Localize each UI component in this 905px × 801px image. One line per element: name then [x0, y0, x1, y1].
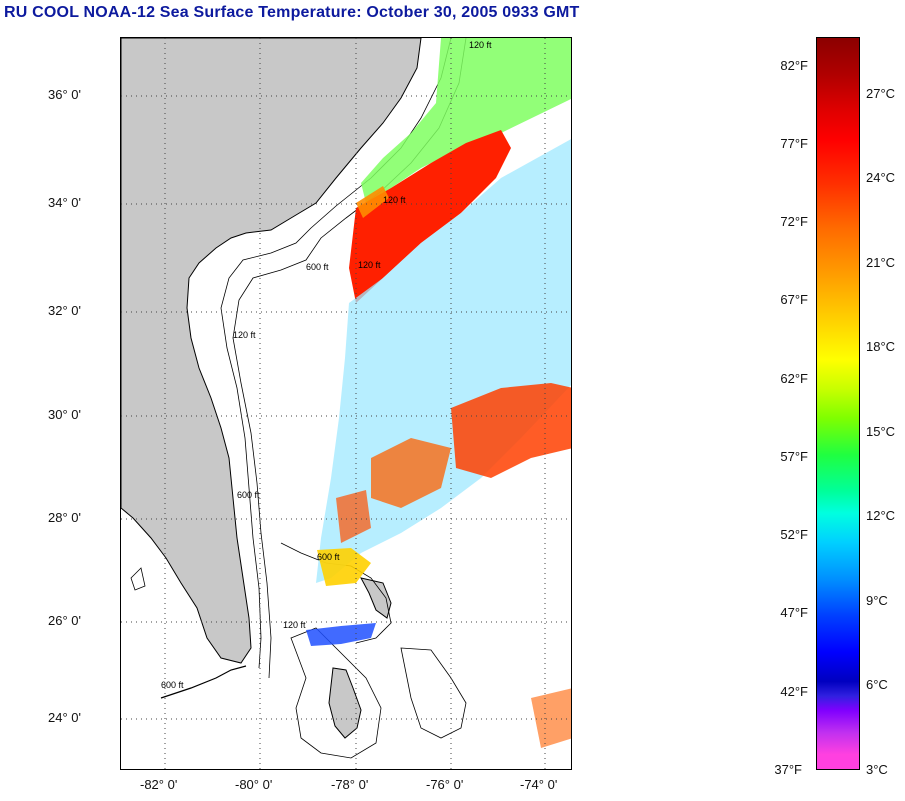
- colorbar-c-tick: 12°C: [866, 508, 896, 523]
- colorbar-c-tick: 15°C: [866, 424, 896, 439]
- sst-coastal-band: [361, 38, 571, 203]
- colorbar-c-tick: 18°C: [866, 339, 896, 354]
- contour-label: 120 ft: [383, 195, 406, 205]
- contour-label: 120 ft: [469, 40, 492, 50]
- lat-label: 32° 0': [48, 303, 81, 318]
- contour-label: 600 ft: [306, 262, 329, 272]
- contour-label: 120 ft: [233, 330, 256, 340]
- sst-blue-patch: [306, 623, 376, 646]
- colorbar-f-tick: 82°F: [780, 58, 808, 73]
- lat-label: 36° 0': [48, 87, 81, 102]
- lon-label: -80° 0': [235, 777, 273, 792]
- sst-se-corner: [531, 688, 571, 748]
- lat-label: 28° 0': [48, 510, 81, 525]
- colorbar-f-tick: 72°F: [780, 214, 808, 229]
- sst-warm-patch-south: [451, 383, 571, 478]
- sst-warm-patch-west: [336, 490, 371, 543]
- colorbar-c-tick: 3°C: [866, 762, 888, 777]
- lon-label: -82° 0': [140, 777, 178, 792]
- colorbar-c-tick: 21°C: [866, 255, 896, 270]
- graticule: [121, 38, 571, 769]
- contour-label: 120 ft: [283, 620, 306, 630]
- map-canvas: 120 ft 600 ft 120 ft 600 ft 120 ft 600 f…: [121, 38, 571, 769]
- land-bahamas-andros: [328, 667, 362, 739]
- contour-label: 600 ft: [237, 490, 260, 500]
- colorbar-f-tick: 42°F: [780, 684, 808, 699]
- colorbar-c-tick: 6°C: [866, 677, 888, 692]
- temperature-colorbar: [816, 37, 860, 770]
- contour-label: 600 ft: [317, 552, 340, 562]
- land-mainland: [121, 38, 422, 664]
- lat-label: 24° 0': [48, 710, 81, 725]
- lon-label: -74° 0': [520, 777, 558, 792]
- colorbar-c-tick: 27°C: [866, 86, 896, 101]
- lon-label: -78° 0': [331, 777, 369, 792]
- colorbar-f-tick: 77°F: [780, 136, 808, 151]
- contour-label: 600 ft: [161, 680, 184, 690]
- colorbar-f-tick: 47°F: [780, 605, 808, 620]
- land-keys: [160, 665, 247, 699]
- sst-orange-edge: [356, 186, 389, 218]
- sst-bahamas-band: [317, 548, 371, 586]
- colorbar-f-tick: 52°F: [780, 527, 808, 542]
- colorbar-f-tick: 62°F: [780, 371, 808, 386]
- colorbar-f-tick: 57°F: [780, 449, 808, 464]
- colorbar-c-tick: 24°C: [866, 170, 896, 185]
- map-title: RU COOL NOAA-12 Sea Surface Temperature:…: [4, 4, 580, 21]
- lat-label: 26° 0': [48, 613, 81, 628]
- lat-label: 34° 0': [48, 195, 81, 210]
- sst-map: 120 ft 600 ft 120 ft 600 ft 120 ft 600 f…: [120, 37, 572, 770]
- colorbar-c-tick: 9°C: [866, 593, 888, 608]
- colorbar-f-tick: 37°F: [774, 762, 802, 777]
- lat-label: 30° 0': [48, 407, 81, 422]
- colorbar-f-tick: 67°F: [780, 292, 808, 307]
- land-bahamas-abaco: [360, 577, 392, 619]
- sst-gulf-stream: [349, 130, 511, 303]
- lon-label: -76° 0': [426, 777, 464, 792]
- contour-label: 120 ft: [358, 260, 381, 270]
- sst-warm-patch-mid: [371, 438, 451, 508]
